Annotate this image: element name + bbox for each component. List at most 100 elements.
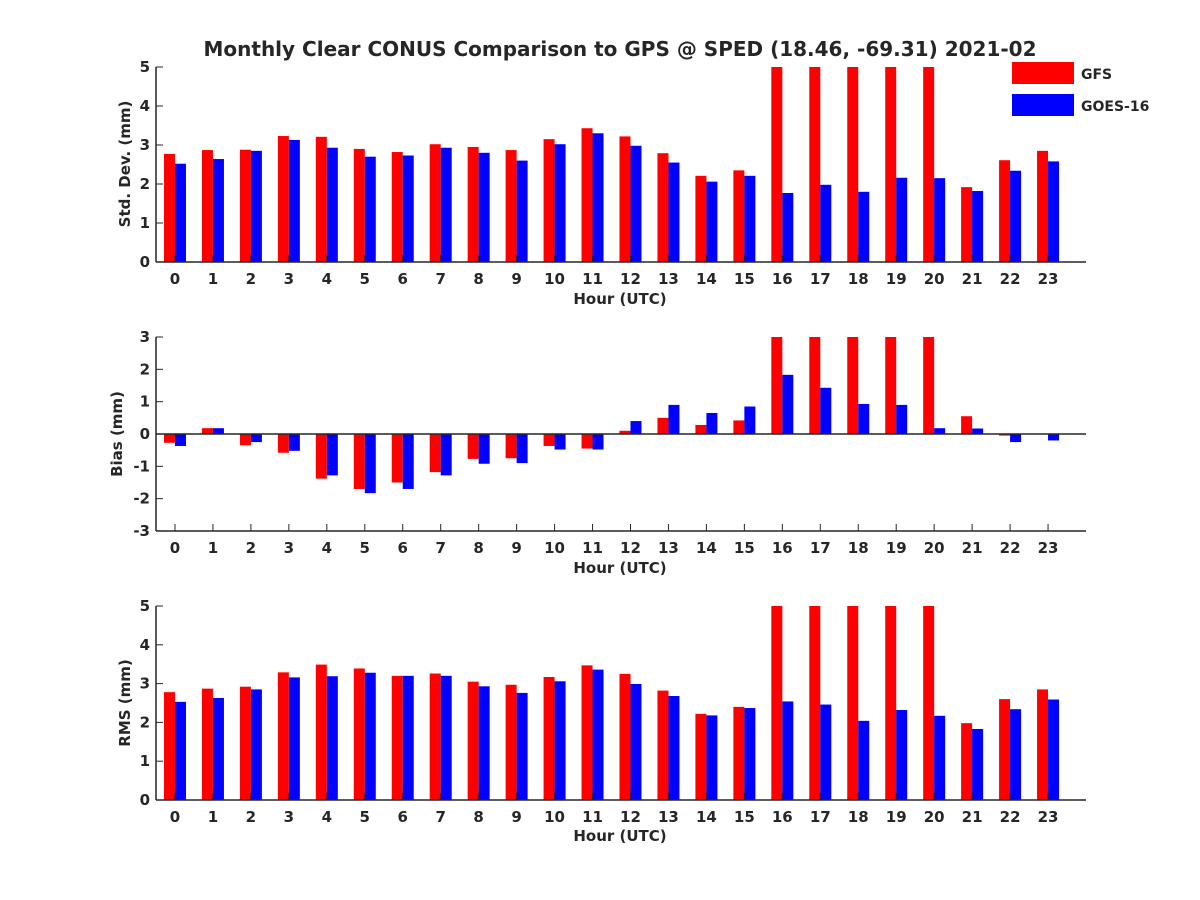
bar-std-dev-gfs-17 — [809, 67, 821, 262]
bar-bias-gfs-9 — [505, 434, 517, 459]
x-tick-label-std-dev-17: 17 — [810, 270, 831, 288]
y-tick-label-bias--2: -2 — [133, 490, 150, 508]
y-axis-label-rms: RMS (mm) — [116, 659, 134, 746]
bar-bias-goes16-17 — [820, 387, 832, 434]
bar-bias-goes16-8 — [478, 434, 490, 464]
bar-bias-goes16-7 — [440, 434, 452, 476]
bar-bias-goes16-18 — [858, 403, 870, 434]
bar-rms-gfs-5 — [353, 668, 365, 800]
bar-bias-gfs-1 — [201, 428, 213, 434]
bar-bias-gfs-10 — [543, 434, 555, 446]
y-tick-label-bias-0: 0 — [140, 425, 150, 443]
bar-rms-gfs-11 — [581, 665, 593, 800]
bar-std-dev-goes16-0 — [174, 163, 186, 262]
x-tick-label-std-dev-13: 13 — [658, 270, 679, 288]
legend: GFS GOES-16 — [1012, 62, 1149, 116]
bar-rms-gfs-23 — [1037, 689, 1049, 800]
x-tick-label-std-dev-0: 0 — [170, 270, 180, 288]
bar-std-dev-goes16-4 — [326, 147, 338, 262]
y-tick-label-std-dev-4: 4 — [140, 97, 150, 115]
bar-std-dev-goes16-23 — [1048, 161, 1060, 262]
bars-rms — [163, 606, 1060, 800]
bar-rms-goes16-11 — [592, 669, 604, 800]
x-tick-label-std-dev-20: 20 — [924, 270, 945, 288]
x-tick-label-rms-12: 12 — [620, 808, 641, 826]
bar-rms-goes16-16 — [782, 701, 794, 800]
x-tick-label-rms-8: 8 — [473, 808, 483, 826]
x-tick-label-bias-21: 21 — [962, 539, 983, 557]
bar-bias-goes16-15 — [744, 406, 756, 434]
bar-bias-gfs-7 — [429, 434, 441, 473]
x-tick-label-bias-20: 20 — [924, 539, 945, 557]
y-tick-label-rms-2: 2 — [140, 713, 150, 731]
bar-bias-goes16-4 — [326, 434, 338, 476]
x-tick-label-bias-11: 11 — [582, 539, 603, 557]
bar-bias-goes16-9 — [516, 434, 528, 464]
bar-bias-gfs-4 — [315, 434, 327, 479]
x-tick-label-std-dev-11: 11 — [582, 270, 603, 288]
y-tick-label-rms-4: 4 — [140, 636, 150, 654]
x-tick-label-rms-20: 20 — [924, 808, 945, 826]
bar-std-dev-gfs-11 — [581, 128, 593, 262]
bar-rms-gfs-17 — [809, 606, 821, 800]
bar-rms-goes16-23 — [1048, 699, 1060, 800]
x-tick-label-rms-18: 18 — [848, 808, 869, 826]
y-axis-label-std-dev: Std. Dev. (mm) — [116, 101, 134, 228]
x-tick-label-std-dev-14: 14 — [696, 270, 717, 288]
bar-rms-gfs-14 — [695, 713, 707, 800]
bar-rms-gfs-4 — [315, 664, 327, 800]
bar-std-dev-goes16-12 — [630, 145, 642, 262]
bar-std-dev-gfs-5 — [353, 148, 365, 262]
bar-rms-gfs-21 — [961, 723, 973, 800]
bar-rms-gfs-0 — [163, 692, 175, 800]
bar-bias-gfs-20 — [923, 337, 935, 434]
y-axis-label-bias: Bias (mm) — [108, 391, 126, 477]
x-tick-label-rms-7: 7 — [435, 808, 445, 826]
legend-swatch-gfs — [1012, 62, 1074, 84]
bar-rms-goes16-14 — [706, 715, 718, 800]
y-tick-label-std-dev-5: 5 — [140, 58, 150, 76]
bar-std-dev-gfs-22 — [999, 160, 1011, 262]
x-tick-label-rms-2: 2 — [246, 808, 256, 826]
x-tick-label-bias-1: 1 — [208, 539, 218, 557]
x-tick-label-rms-10: 10 — [544, 808, 565, 826]
bar-bias-goes16-12 — [630, 421, 642, 434]
bar-rms-goes16-17 — [820, 704, 832, 800]
x-tick-label-rms-0: 0 — [170, 808, 180, 826]
y-tick-label-rms-0: 0 — [140, 791, 150, 809]
bar-rms-gfs-22 — [999, 699, 1011, 800]
bar-std-dev-gfs-16 — [771, 67, 783, 262]
bar-rms-goes16-19 — [896, 709, 908, 800]
y-tick-label-bias-1: 1 — [140, 393, 150, 411]
bar-bias-gfs-14 — [695, 424, 707, 434]
bar-std-dev-gfs-20 — [923, 67, 935, 262]
y-tick-label-std-dev-2: 2 — [140, 175, 150, 193]
bar-rms-goes16-22 — [1010, 709, 1022, 800]
bar-bias-gfs-6 — [391, 434, 403, 483]
x-tick-label-bias-0: 0 — [170, 539, 180, 557]
bar-bias-gfs-16 — [771, 337, 783, 434]
x-tick-label-rms-21: 21 — [962, 808, 983, 826]
bar-std-dev-goes16-15 — [744, 175, 756, 262]
legend-swatch-goes16 — [1012, 94, 1074, 116]
bar-std-dev-gfs-12 — [619, 136, 631, 262]
x-tick-label-bias-7: 7 — [435, 539, 445, 557]
bar-bias-goes16-23 — [1048, 434, 1060, 441]
bar-bias-gfs-19 — [885, 337, 897, 434]
legend-label-gfs: GFS — [1081, 67, 1112, 83]
x-tick-label-rms-15: 15 — [734, 808, 755, 826]
x-tick-label-rms-4: 4 — [322, 808, 332, 826]
bar-std-dev-gfs-9 — [505, 150, 517, 262]
x-tick-label-std-dev-3: 3 — [284, 270, 294, 288]
bar-bias-goes16-22 — [1010, 434, 1022, 443]
x-tick-label-std-dev-5: 5 — [360, 270, 370, 288]
x-axis-label-bias: Hour (UTC) — [573, 559, 666, 577]
bar-rms-goes16-15 — [744, 708, 756, 800]
bar-std-dev-gfs-6 — [391, 152, 403, 262]
bar-std-dev-gfs-3 — [277, 136, 289, 262]
x-tick-label-bias-19: 19 — [886, 539, 907, 557]
bar-bias-goes16-1 — [212, 428, 224, 434]
